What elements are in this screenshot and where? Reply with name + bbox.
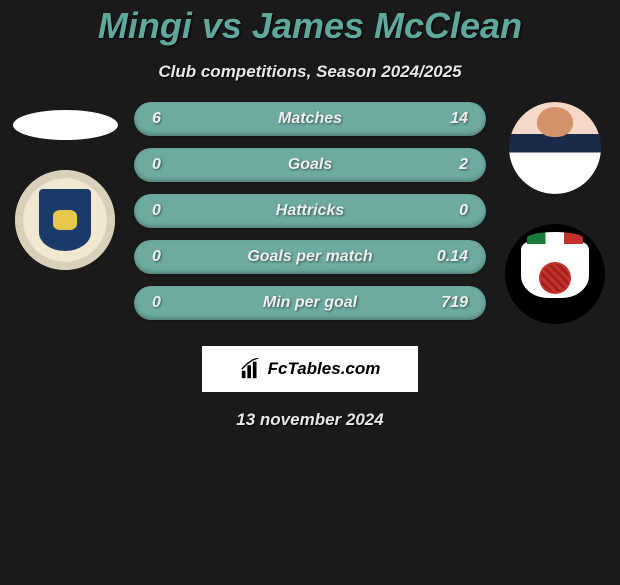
player-left-avatar — [13, 110, 118, 140]
credit-box: FcTables.com — [202, 346, 418, 392]
stat-right-value: 2 — [459, 156, 468, 174]
stat-bar-matches: 6 Matches 14 — [134, 102, 486, 136]
stat-left-value: 0 — [152, 202, 161, 220]
main-area: 6 Matches 14 0 Goals 2 0 Hattricks 0 0 G… — [10, 102, 610, 324]
stat-left-value: 0 — [152, 248, 161, 266]
shield-icon — [39, 189, 91, 251]
ball-icon — [539, 262, 571, 294]
stat-left-value: 6 — [152, 110, 161, 128]
left-column — [10, 102, 120, 270]
stat-label: Min per goal — [263, 294, 357, 312]
stat-label: Hattricks — [276, 202, 344, 220]
stats-column: 6 Matches 14 0 Goals 2 0 Hattricks 0 0 G… — [130, 102, 490, 320]
club-badge-right — [505, 224, 605, 324]
stat-bar-hattricks: 0 Hattricks 0 — [134, 194, 486, 228]
stat-left-value: 0 — [152, 156, 161, 174]
stat-label: Goals — [288, 156, 332, 174]
stat-left-value: 0 — [152, 294, 161, 312]
stat-bar-goals-per-match: 0 Goals per match 0.14 — [134, 240, 486, 274]
stat-right-value: 14 — [450, 110, 468, 128]
club-badge-left — [15, 170, 115, 270]
stat-label: Matches — [278, 110, 342, 128]
stat-right-value: 0 — [459, 202, 468, 220]
stat-right-value: 719 — [441, 294, 468, 312]
stat-right-value: 0.14 — [437, 248, 468, 266]
stat-label: Goals per match — [247, 248, 372, 266]
right-column — [500, 102, 610, 324]
stat-bar-min-per-goal: 0 Min per goal 719 — [134, 286, 486, 320]
page-title: Mingi vs James McClean — [10, 5, 610, 47]
comparison-card: Mingi vs James McClean Club competitions… — [0, 5, 620, 430]
stat-bar-goals: 0 Goals 2 — [134, 148, 486, 182]
date-label: 13 november 2024 — [10, 410, 610, 430]
player-right-avatar — [509, 102, 601, 194]
subtitle: Club competitions, Season 2024/2025 — [10, 62, 610, 82]
credit-label: FcTables.com — [268, 359, 381, 379]
chart-icon — [240, 358, 262, 380]
